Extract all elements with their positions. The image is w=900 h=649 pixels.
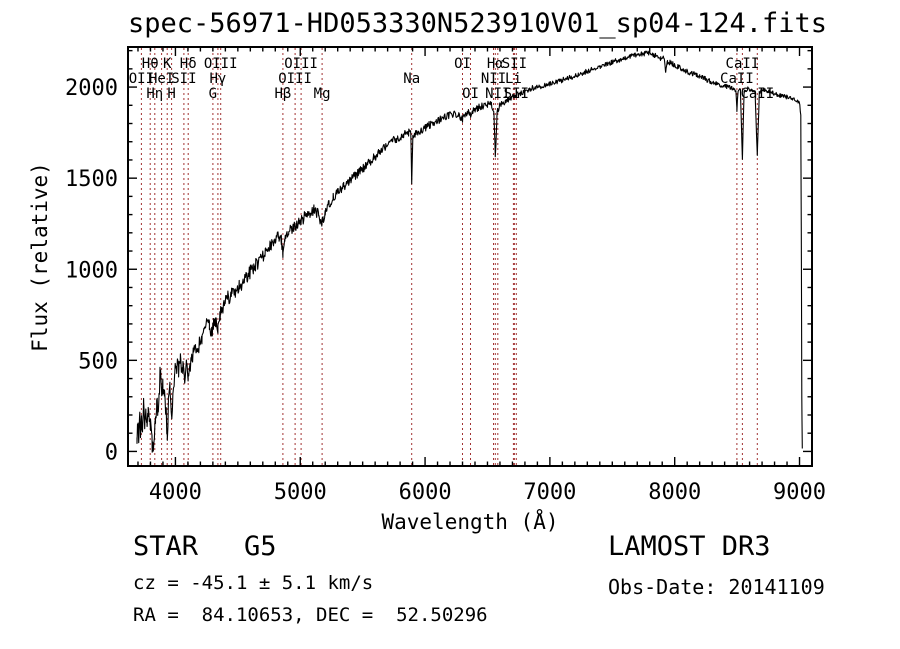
line-label-Hδ: Hδ [180,56,197,72]
line-label-SII: SII [171,71,196,87]
plot-frame-and-ticks [127,46,813,467]
spectral-line-labels: OIIHθHηHeIKHSIIHδGHγOIIIHβOIIIOIIIMgNaOI… [129,56,774,102]
line-label-Hθ: Hθ [142,56,159,72]
y-tick-label: 2000 [65,76,118,101]
line-label-OI: OI [462,86,479,102]
line-label-NII: NII [485,86,510,102]
obs-date-line: Obs-Date: 20141109 [608,575,825,599]
y-axis-tick-labels: 0 500 1000 1500 2000 [65,76,118,465]
spectrum-trace [136,50,803,453]
line-label-OII: OII [129,71,154,87]
line-label-OIII: OIII [284,56,318,72]
x-axis-tick-labels: 4000 5000 6000 7000 8000 9000 [149,480,826,505]
object-type: STAR [133,531,199,562]
object-subclass: G5 [244,531,277,562]
line-label-Hβ: Hβ [274,86,291,102]
x-tick-label: 4000 [149,480,202,505]
x-axis-title: Wavelength (Å) [381,508,558,534]
line-label-Hη: Hη [146,86,163,102]
x-tick-label: 8000 [648,480,701,505]
line-label-G: G [209,86,217,102]
y-tick-label: 0 [105,440,118,465]
plot-frame [127,46,813,467]
line-label-SII: SII [502,56,527,72]
x-tick-label: 9000 [773,480,826,505]
line-label-H: H [167,86,175,102]
line-label-K: K [163,56,172,72]
line-label-OIII: OIII [278,71,312,87]
y-tick-label: 1000 [65,258,118,283]
line-label-Li: Li [505,71,522,87]
y-tick-label: 500 [78,349,118,374]
line-label-OI: OI [454,56,471,72]
line-label-NII: NII [481,71,506,87]
line-label-Na: Na [403,71,420,87]
spectral-line-markers [140,48,758,465]
y-tick-label: 1500 [65,167,118,192]
cz-line: cz = -45.1 ± 5.1 km/s [133,572,374,594]
x-tick-label: 6000 [399,480,452,505]
y-axis-title: Flux (relative) [28,162,52,352]
plot-title: spec-56971-HD053330N523910V01_sp04-124.f… [128,8,827,39]
line-label-Hα: Hα [487,56,504,72]
line-label-Mg: Mg [314,86,331,102]
x-tick-label: 7000 [523,480,576,505]
x-tick-label: 5000 [274,480,327,505]
survey-release-label: LAMOST DR3 [608,531,771,562]
line-label-CaII: CaII [720,71,754,87]
line-label-CaII: CaII [740,86,774,102]
object-class-line: STAR G5 [133,531,277,562]
line-label-Hγ: Hγ [209,71,226,87]
line-label-HeI: HeI [149,71,174,87]
ra-dec-line: RA = 84.10653, DEC = 52.50296 [133,604,488,626]
line-label-CaII: CaII [726,56,760,72]
line-label-OIII: OIII [204,56,238,72]
